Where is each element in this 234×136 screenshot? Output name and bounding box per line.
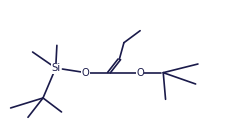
Text: O: O bbox=[136, 68, 144, 78]
Text: O: O bbox=[82, 68, 90, 78]
Text: Si: Si bbox=[51, 63, 60, 73]
